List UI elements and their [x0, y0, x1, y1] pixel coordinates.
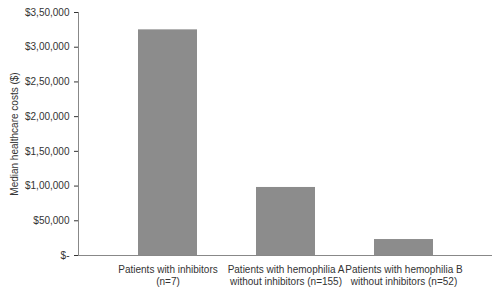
svg-text:$2,50,000: $2,50,000 [25, 76, 70, 87]
svg-text:$1,50,000: $1,50,000 [25, 146, 70, 157]
svg-text:$1,00,000: $1,00,000 [25, 180, 70, 191]
svg-text:Patients with hemophilia Awith: Patients with hemophilia Awithout inhibi… [228, 264, 345, 287]
svg-text:$3,00,000: $3,00,000 [25, 41, 70, 52]
svg-text:$-: $- [61, 250, 70, 261]
svg-text:$3,50,000: $3,50,000 [25, 7, 70, 18]
svg-text:Median healthcare costs ($): Median healthcare costs ($) [9, 72, 20, 195]
svg-text:Patients with inhibitors(n=7): Patients with inhibitors(n=7) [118, 264, 218, 287]
svg-text:$50,000: $50,000 [33, 215, 70, 226]
svg-text:Patients with hemophilia Bwith: Patients with hemophilia Bwithout inhibi… [345, 264, 463, 287]
svg-text:$2,00,000: $2,00,000 [25, 111, 70, 122]
